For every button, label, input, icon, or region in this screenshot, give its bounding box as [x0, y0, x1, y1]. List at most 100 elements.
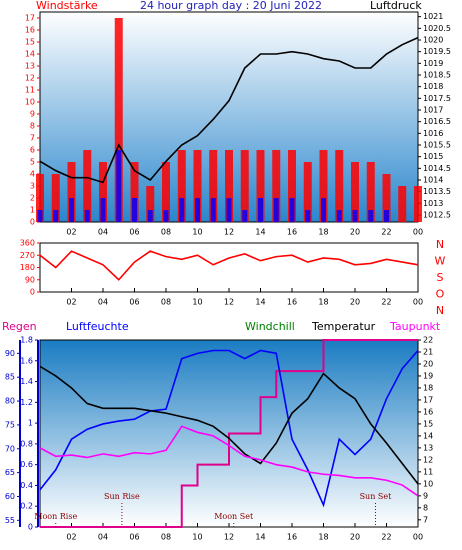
tick-label: 1021	[423, 12, 443, 21]
x-tick-label: 04	[98, 228, 108, 237]
series-line	[39, 425, 419, 497]
tick-label: 0	[30, 218, 35, 227]
tick-label: 7	[423, 515, 428, 524]
tick-label: 270	[20, 251, 35, 260]
tick-label: 15	[423, 419, 433, 428]
tick-label: 1	[28, 419, 33, 428]
x-tick-label: 06	[129, 298, 139, 307]
tick-label: 90	[5, 349, 15, 358]
x-tick-label: 02	[66, 228, 76, 237]
tick-label: 1015	[423, 152, 443, 161]
tick-label: 1014	[423, 176, 443, 185]
chart-title: 24 hour graph day : 20 Juni 2022	[140, 0, 322, 12]
compass-label: W	[435, 255, 446, 268]
x-tick-label: 18	[318, 533, 328, 542]
wind-bar	[179, 198, 185, 222]
x-tick-label: 16	[287, 228, 297, 237]
tick-label: 8	[30, 122, 35, 131]
x-tick-label: 04	[98, 298, 108, 307]
tick-label: 1020	[423, 36, 443, 45]
x-tick-label: 20	[350, 298, 360, 307]
tick-label: 1017.5	[423, 94, 451, 103]
tick-label: 14	[25, 50, 35, 59]
wind-bar	[366, 162, 375, 222]
wind-bar	[67, 162, 76, 222]
axis-label: Luftdruck	[370, 0, 422, 12]
tick-label: 1019	[423, 59, 443, 68]
wind-bar	[240, 150, 249, 222]
event-label: Sun Set	[360, 492, 393, 501]
tick-label: 65	[5, 468, 15, 477]
tick-label: 1.6	[20, 356, 33, 365]
wind-bar	[210, 198, 216, 222]
tick-label: 2	[30, 194, 35, 203]
wind-bar	[195, 198, 200, 222]
tick-label: 1018.5	[423, 71, 451, 80]
wind-bar	[114, 18, 123, 222]
event-label: Moon Set	[214, 512, 254, 521]
x-tick-label: 16	[287, 298, 297, 307]
tick-label: 0	[30, 288, 35, 297]
tick-label: 1	[30, 206, 35, 215]
wind-bar	[288, 150, 296, 222]
tick-label: 90	[25, 275, 35, 284]
wind-bar	[398, 186, 407, 222]
tick-label: 1.2	[20, 398, 33, 407]
tick-label: 1016	[423, 129, 443, 138]
tick-label: 4	[30, 170, 35, 179]
wind-bar	[37, 210, 43, 222]
tick-label: 17	[423, 395, 433, 404]
x-tick-label: 08	[161, 298, 171, 307]
tick-label: 21	[423, 347, 433, 356]
tick-label: 80	[5, 397, 15, 406]
tick-label: 12	[423, 455, 433, 464]
x-tick-label: 14	[255, 298, 265, 307]
wind-bar	[303, 162, 312, 222]
tick-label: 15	[25, 38, 35, 47]
x-tick-label: 00	[413, 228, 423, 237]
tick-label: 11	[25, 86, 35, 95]
legend-label: Taupunkt	[389, 320, 441, 333]
tick-label: 1020.5	[423, 24, 451, 33]
wind-bar	[272, 150, 281, 222]
wind-bar	[51, 174, 60, 222]
wind-bar	[132, 198, 137, 222]
x-tick-label: 22	[381, 533, 391, 542]
wind-bar	[335, 150, 344, 222]
wind-bar	[36, 174, 44, 222]
tick-label: 6	[30, 146, 35, 155]
x-tick-label: 20	[350, 228, 360, 237]
x-tick-label: 08	[161, 533, 171, 542]
tick-label: 0	[28, 523, 33, 532]
tick-label: 17	[25, 14, 35, 23]
x-tick-label: 22	[381, 228, 391, 237]
event-label: Moon Rise	[34, 512, 77, 521]
wind-bar	[368, 210, 374, 222]
wind-bar	[84, 210, 90, 222]
tick-label: 0.2	[20, 502, 33, 511]
x-tick-label: 00	[413, 533, 423, 542]
tick-label: 1014.5	[423, 164, 451, 173]
series-line	[39, 36, 419, 184]
x-tick-label: 02	[66, 298, 76, 307]
wind-bar	[242, 210, 248, 222]
tick-label: 5	[30, 158, 35, 167]
x-tick-label: 10	[192, 298, 202, 307]
tick-label: 0.8	[20, 439, 33, 448]
tick-label: 7	[30, 134, 35, 143]
compass-label: N	[436, 304, 444, 317]
x-tick-label: 20	[350, 533, 360, 542]
tick-label: 10	[423, 479, 433, 488]
tick-label: 360	[20, 239, 35, 248]
tick-label: 0.6	[20, 460, 33, 469]
x-tick-label: 10	[192, 533, 202, 542]
tick-label: 14	[423, 431, 433, 440]
legend-label: Regen	[2, 320, 37, 333]
x-tick-label: 10	[192, 228, 202, 237]
wind-bar	[116, 150, 122, 222]
tick-label: 85	[5, 373, 15, 382]
x-tick-label: 06	[129, 228, 139, 237]
wind-bar	[273, 198, 279, 222]
legend-label: Luftfeuchte	[66, 320, 129, 333]
wind-bar	[146, 186, 155, 222]
